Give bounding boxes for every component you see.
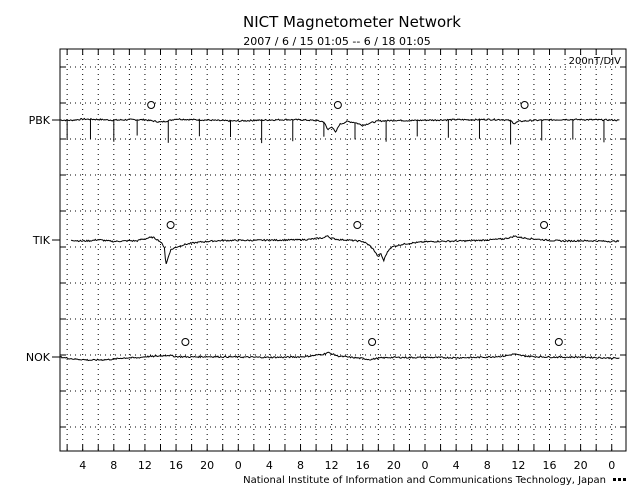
- station-label-tik: TIK: [32, 234, 51, 247]
- x-tick-label: 12: [138, 459, 152, 472]
- x-tick-label: 20: [574, 459, 588, 472]
- x-tick-label: 12: [325, 459, 339, 472]
- scale-label: 200nT/DIV: [569, 56, 622, 67]
- marker-circle-nok: [368, 338, 377, 346]
- marker-circle-tik: [353, 221, 362, 229]
- x-tick-label: 4: [453, 459, 460, 472]
- marker-circle-nok: [554, 338, 563, 346]
- plot-frame: [59, 48, 627, 452]
- x-tick-label: 8: [110, 459, 117, 472]
- marker-circle-tik: [540, 221, 549, 229]
- x-tick-label: 16: [169, 459, 183, 472]
- marker-circle-nok: [181, 338, 190, 346]
- station-label-nok: NOK: [26, 351, 51, 364]
- x-tick-label: 0: [422, 459, 429, 472]
- x-tick-label: 12: [511, 459, 525, 472]
- grid: [60, 49, 626, 451]
- x-tick-label: 4: [266, 459, 273, 472]
- markers: [147, 101, 563, 346]
- trace-nok: [59, 351, 620, 362]
- credit-footer: National Institute of Information and Co…: [243, 475, 606, 486]
- trace-pbk: [60, 117, 620, 133]
- corner-mark: [613, 478, 626, 481]
- chart-title: NICT Magnetometer Network: [243, 13, 461, 31]
- traces: [59, 117, 620, 362]
- x-tick-label: 0: [235, 459, 242, 472]
- x-tick-label: 4: [79, 459, 86, 472]
- marker-circle-pbk: [147, 101, 156, 109]
- station-label-pbk: PBK: [29, 114, 51, 127]
- x-tick-label: 20: [387, 459, 401, 472]
- chart-subtitle: 2007 / 6 / 15 01:05 -- 6 / 18 01:05: [243, 35, 430, 48]
- trace-tik: [70, 235, 620, 265]
- marker-circle-tik: [166, 221, 175, 229]
- marker-circle-pbk: [520, 101, 529, 109]
- x-tick-label: 8: [297, 459, 304, 472]
- x-tick-label: 16: [542, 459, 556, 472]
- x-tick-labels: 4 8 12 16 20 0 4 8 12 16 20 0 4 8 12 16 20 0: [79, 459, 615, 472]
- x-tick-label: 16: [356, 459, 370, 472]
- x-tick-label: 0: [608, 459, 615, 472]
- station-labels: PBK TIK NOK: [26, 114, 60, 364]
- marker-circle-pbk: [333, 101, 342, 109]
- x-tick-label: 8: [484, 459, 491, 472]
- x-tick-label: 20: [200, 459, 214, 472]
